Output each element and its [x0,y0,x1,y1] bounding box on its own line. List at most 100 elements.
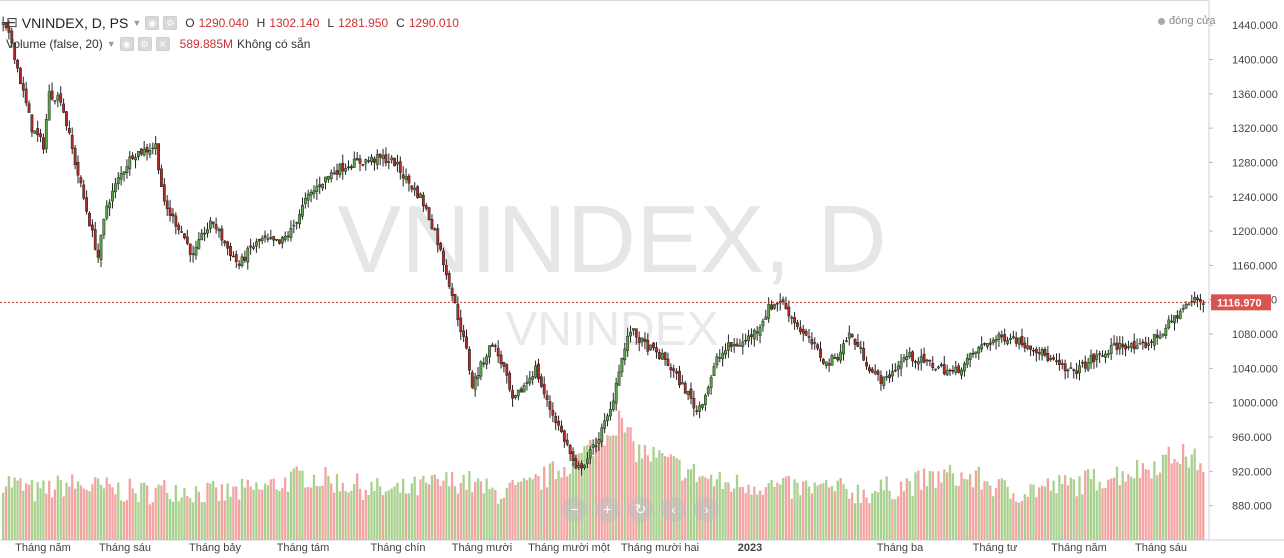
candle-body [701,404,704,408]
candle-body [493,345,497,347]
symbol-title[interactable]: VNINDEX, D, PS [21,14,129,31]
eye-icon[interactable]: ◉ [119,37,134,51]
candle-body [893,369,897,372]
chevron-down-icon[interactable]: ▼ [106,39,116,49]
volume-bar [284,477,287,540]
candle-body [292,224,296,227]
candle-body [790,316,794,319]
volume-bar [770,479,773,540]
zoom-out-icon[interactable]: − [562,497,587,522]
candle-body [476,375,480,379]
scroll-forward-icon[interactable]: › [694,497,719,522]
candle-body [24,88,28,104]
candle-body [1150,341,1153,343]
volume-bar [171,501,175,540]
scroll-back-icon[interactable]: ‹ [661,497,686,522]
candle-body [652,342,655,349]
volume-bar [992,496,995,540]
volume-bar [1112,477,1116,540]
candle-body [683,383,687,394]
candle-body [444,264,448,276]
volume-bar [186,496,189,540]
candle-body [171,213,175,217]
candle-body [916,361,920,365]
chevron-down-icon[interactable]: ▼ [132,17,142,28]
candle-body [53,100,57,102]
volume-bar [30,479,34,540]
candle-body [375,154,379,165]
volume-bar [1012,493,1015,540]
candle-body [560,425,563,432]
volume-bar [661,453,664,540]
eye-icon[interactable]: ◉ [145,15,160,30]
candle-body [361,164,365,166]
candle-body [30,114,34,133]
volume-bar [258,489,261,540]
candle-body [609,409,612,417]
zoom-in-icon[interactable]: + [595,497,620,522]
candle-body [352,158,356,168]
candle-body [508,373,512,390]
candle-body [318,184,322,187]
candle-body [329,172,333,180]
candle-body [206,229,209,234]
candle-body [833,357,837,359]
volume-bar [589,439,592,540]
volume-bar [813,482,816,540]
candle-body [111,190,114,202]
volume-bar [143,482,146,540]
volume-bar [804,480,808,540]
volume-bar [951,473,955,540]
volume-bar [4,486,8,540]
candle-body [427,207,431,220]
candle-body [845,340,848,343]
candle-body [240,256,244,267]
collapse-icon[interactable]: ⊟ [6,14,18,30]
volume-bar [1023,494,1026,540]
volume-bar [1135,459,1139,540]
candle-body [977,347,981,354]
candle-body [724,350,727,355]
volume-bar [246,479,249,540]
volume-bar [1115,466,1119,540]
volume-bar [425,482,428,540]
candle-body [994,339,998,342]
candle-body [1055,360,1058,362]
candle-body [784,303,788,310]
volume-bar [7,476,11,540]
volume-bar [94,477,97,540]
close-icon[interactable]: ✕ [155,37,170,51]
candle-body [312,190,316,194]
volume-bar [1196,469,1199,540]
volume-bar [62,496,65,540]
volume-bar [1167,446,1170,540]
settings-icon[interactable]: ⚙ [137,37,152,51]
volume-bar [623,432,626,540]
volume-bar [609,436,612,540]
candle-body [39,133,42,138]
volume-bar [327,475,330,540]
candle-body [243,256,247,261]
volume-bar [1199,463,1202,540]
settings-icon[interactable]: ⚙ [163,15,178,30]
candle-body [485,356,489,365]
candle-body [770,304,773,310]
candle-body [675,371,679,374]
candle-body [269,237,273,239]
volume-bar [183,488,186,540]
candle-body [937,366,940,369]
reset-icon[interactable]: ↻ [628,497,653,522]
candle-body [1115,342,1119,350]
volume-bar [1141,463,1144,540]
volume-title[interactable]: Volume (false, 20) [6,37,103,51]
volume-bar [48,480,51,540]
candle-body [306,193,310,201]
volume-bar [853,503,857,540]
volume-bar [1075,496,1078,540]
candle-body [980,344,984,350]
candle-body [462,330,466,337]
volume-bar [773,486,776,540]
price-axis-panel[interactable] [1209,0,1284,557]
volume-bar [140,482,143,540]
